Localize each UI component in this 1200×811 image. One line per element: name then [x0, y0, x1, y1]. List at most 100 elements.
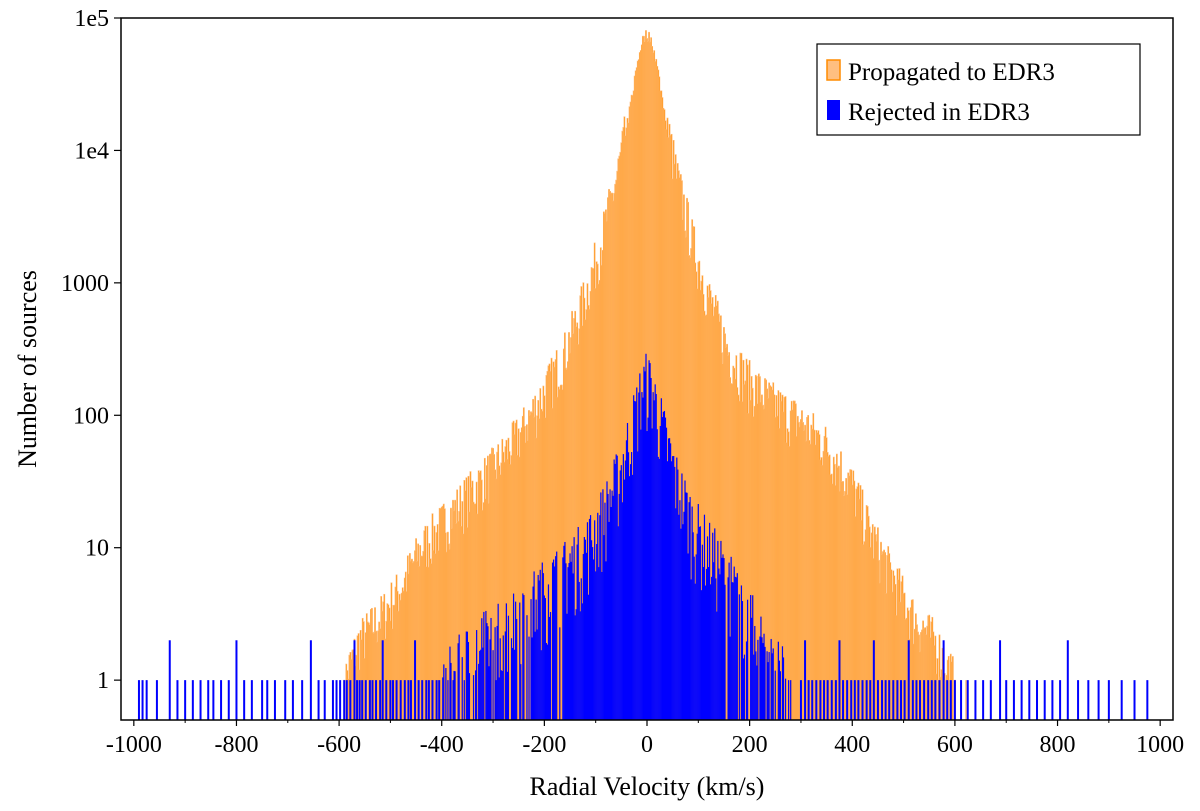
- histogram-bar: [593, 559, 595, 720]
- histogram-bar: [495, 680, 497, 720]
- histogram-bar: [999, 640, 1002, 720]
- histogram-bar: [634, 400, 636, 720]
- histogram-bar: [594, 520, 596, 720]
- histogram-bar: [1005, 680, 1008, 720]
- histogram-bar: [763, 633, 765, 720]
- histogram-bar: [579, 611, 581, 720]
- histogram-bar: [468, 673, 471, 720]
- histogram-bar: [923, 680, 926, 720]
- histogram-bar: [445, 668, 447, 720]
- histogram-bar: [578, 581, 580, 720]
- histogram-bar: [1059, 680, 1062, 720]
- histogram-bar: [568, 563, 570, 720]
- histogram-bar: [556, 551, 558, 720]
- histogram-bar: [659, 425, 661, 720]
- histogram-bar: [760, 616, 762, 720]
- histogram-bar: [452, 680, 454, 720]
- y-tick-label: 1: [97, 668, 109, 694]
- histogram-bar: [1043, 680, 1046, 720]
- histogram-bar: [554, 566, 556, 720]
- histogram-bar: [339, 680, 342, 720]
- histogram-bar: [620, 465, 622, 720]
- histogram-bar: [261, 680, 264, 720]
- histogram-bar: [826, 680, 829, 720]
- legend-box: [816, 43, 1141, 136]
- histogram-bar: [819, 680, 822, 720]
- x-tick-label: 400: [834, 732, 870, 758]
- histogram-bar: [511, 647, 514, 720]
- histogram-bar: [680, 528, 682, 720]
- histogram-bar: [738, 594, 740, 720]
- x-tick-label: -800: [214, 732, 258, 758]
- histogram-bar: [551, 562, 554, 720]
- histogram-bar: [395, 680, 398, 720]
- histogram-bar: [670, 443, 672, 720]
- histogram-bar: [646, 431, 648, 720]
- histogram-bar: [1077, 680, 1080, 720]
- histogram-bar: [544, 598, 546, 720]
- histogram-bar: [576, 544, 578, 720]
- histogram-bar: [811, 680, 814, 720]
- histogram-bar: [838, 640, 841, 720]
- histogram-bar: [857, 680, 860, 720]
- histogram-bar: [212, 680, 215, 720]
- histogram-bar: [853, 680, 856, 720]
- histogram-bar: [488, 666, 490, 720]
- histogram-bar: [960, 680, 963, 720]
- histogram-bar: [724, 584, 726, 720]
- histogram-bar: [764, 646, 766, 720]
- histogram-bar: [736, 573, 738, 720]
- histogram-bar: [674, 466, 676, 720]
- histogram-bar: [604, 502, 606, 720]
- y-tick-label: 1e4: [74, 138, 109, 164]
- histogram-bar: [520, 664, 522, 720]
- histogram-bar: [345, 680, 348, 720]
- histogram-bar: [207, 680, 210, 720]
- histogram-bar: [531, 637, 533, 720]
- ticks-layer: -1000 -800 -600 -400 -200 0 200 400 600 800 1000 1 1…: [61, 6, 1184, 758]
- histogram-bar: [697, 504, 699, 720]
- histogram-bar: [617, 526, 619, 720]
- histogram-bar: [751, 617, 753, 720]
- histogram-bar: [637, 451, 639, 720]
- x-tick-label: 600: [937, 732, 973, 758]
- histogram-bar: [656, 429, 658, 720]
- histogram-bar: [535, 599, 537, 720]
- histogram-bar: [784, 678, 787, 720]
- histogram-bar: [490, 617, 492, 720]
- histogram-bar: [1107, 680, 1110, 720]
- histogram-bar: [661, 417, 663, 720]
- histogram-bar: [494, 627, 496, 720]
- histogram-bar: [461, 657, 463, 720]
- histogram-bar: [581, 603, 583, 720]
- histogram-bar: [609, 489, 611, 720]
- histogram-bar: [243, 680, 246, 720]
- histogram-bar: [752, 595, 754, 720]
- histogram-bar: [539, 569, 541, 720]
- histogram-bar: [872, 640, 875, 720]
- histogram-bar: [569, 553, 571, 720]
- histogram-bar: [715, 578, 717, 720]
- histogram-bar: [417, 680, 420, 720]
- x-tick-label: 800: [1040, 732, 1076, 758]
- histogram-bar: [948, 680, 951, 720]
- histogram-bar: [728, 562, 730, 720]
- histogram-bar: [762, 643, 764, 720]
- histogram-bar: [343, 680, 346, 720]
- histogram-bar: [1087, 680, 1090, 720]
- histogram-bar: [712, 532, 714, 720]
- histogram-bar: [168, 640, 171, 720]
- y-tick-label: 1e5: [74, 6, 109, 32]
- histogram-bar: [522, 593, 524, 720]
- histogram-bar: [842, 680, 845, 720]
- y-tick-label: 1000: [61, 271, 109, 297]
- histogram-bar: [600, 492, 602, 720]
- histogram-bar: [681, 473, 683, 720]
- histogram-bar: [458, 634, 460, 720]
- histogram-bar: [590, 540, 593, 720]
- histogram-bar: [613, 459, 615, 720]
- histogram-bar: [774, 670, 776, 720]
- histogram-bar: [572, 573, 574, 720]
- histogram-bar: [454, 671, 456, 720]
- histogram-bar: [682, 524, 684, 720]
